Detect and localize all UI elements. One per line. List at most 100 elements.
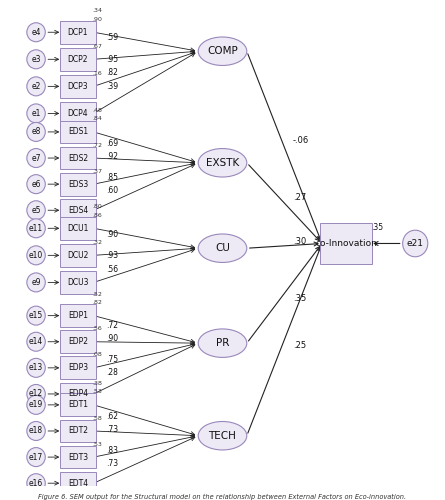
Ellipse shape: [27, 50, 45, 69]
Ellipse shape: [27, 422, 45, 440]
Text: EDS3: EDS3: [68, 180, 88, 188]
Text: e3: e3: [31, 55, 41, 64]
Ellipse shape: [27, 332, 45, 351]
Text: co-Innovation: co-Innovation: [315, 239, 377, 248]
Text: .56: .56: [93, 326, 102, 332]
Text: .90: .90: [106, 334, 118, 343]
Text: e13: e13: [29, 364, 43, 372]
Text: CU: CU: [215, 243, 230, 253]
Ellipse shape: [27, 396, 45, 414]
Text: .69: .69: [106, 139, 118, 148]
FancyBboxPatch shape: [60, 48, 96, 70]
Text: e16: e16: [29, 478, 43, 488]
FancyBboxPatch shape: [320, 224, 372, 264]
FancyBboxPatch shape: [60, 356, 96, 379]
Text: EXSTK: EXSTK: [206, 158, 239, 168]
Text: .35: .35: [293, 294, 306, 302]
Ellipse shape: [198, 422, 247, 450]
Text: EDS1: EDS1: [68, 128, 88, 136]
FancyBboxPatch shape: [60, 75, 96, 98]
Ellipse shape: [27, 77, 45, 96]
Text: DCP1: DCP1: [68, 28, 88, 36]
Text: .48: .48: [93, 108, 102, 113]
Text: -.06: -.06: [293, 136, 309, 144]
Text: COMP: COMP: [207, 46, 238, 56]
Text: .86: .86: [93, 213, 102, 218]
Ellipse shape: [27, 219, 45, 238]
Text: .95: .95: [106, 54, 118, 64]
Text: .16: .16: [93, 71, 102, 76]
Ellipse shape: [27, 474, 45, 492]
Text: EDT1: EDT1: [68, 400, 88, 409]
Text: EDP3: EDP3: [68, 364, 88, 372]
Ellipse shape: [27, 104, 45, 123]
Text: .62: .62: [106, 412, 118, 421]
Ellipse shape: [27, 22, 45, 42]
FancyBboxPatch shape: [60, 217, 96, 240]
Text: e5: e5: [31, 206, 41, 215]
Text: .60: .60: [106, 186, 118, 195]
Text: e10: e10: [29, 251, 43, 260]
Text: .80: .80: [93, 204, 102, 210]
Text: DCU3: DCU3: [67, 278, 89, 287]
Ellipse shape: [198, 234, 247, 262]
Text: .58: .58: [93, 416, 102, 420]
Text: .73: .73: [106, 425, 118, 434]
Text: EDT3: EDT3: [68, 452, 88, 462]
Ellipse shape: [27, 201, 45, 220]
Text: e21: e21: [407, 239, 424, 248]
Text: .53: .53: [93, 442, 102, 446]
Text: DCP3: DCP3: [68, 82, 88, 91]
Text: .82: .82: [106, 68, 118, 77]
FancyBboxPatch shape: [60, 199, 96, 222]
Text: e12: e12: [29, 390, 43, 398]
Text: .39: .39: [106, 82, 118, 90]
Text: DCP2: DCP2: [68, 55, 88, 64]
Text: .56: .56: [106, 264, 118, 274]
FancyBboxPatch shape: [60, 330, 96, 353]
Text: .93: .93: [106, 251, 118, 260]
Ellipse shape: [403, 230, 428, 257]
Text: EDS4: EDS4: [68, 206, 88, 215]
Text: .72: .72: [106, 321, 118, 330]
Text: .72: .72: [93, 142, 102, 148]
Text: .83: .83: [106, 446, 118, 454]
Text: EDP2: EDP2: [68, 337, 88, 346]
Text: e6: e6: [31, 180, 41, 188]
FancyBboxPatch shape: [60, 21, 96, 44]
Text: EDT4: EDT4: [68, 478, 88, 488]
Text: .27: .27: [293, 193, 306, 202]
FancyBboxPatch shape: [60, 394, 96, 416]
Text: .32: .32: [93, 240, 102, 245]
Text: .28: .28: [106, 368, 118, 377]
Text: EDT2: EDT2: [68, 426, 88, 436]
Ellipse shape: [198, 148, 247, 177]
Text: .52: .52: [93, 292, 102, 296]
FancyBboxPatch shape: [60, 244, 96, 266]
Text: .67: .67: [93, 44, 102, 49]
Ellipse shape: [27, 174, 45, 194]
Text: e4: e4: [31, 28, 41, 36]
Ellipse shape: [27, 448, 45, 466]
FancyBboxPatch shape: [60, 173, 96, 196]
Text: e17: e17: [29, 452, 43, 462]
Text: e7: e7: [31, 154, 41, 162]
Text: EDS2: EDS2: [68, 154, 88, 162]
Text: .08: .08: [93, 352, 102, 358]
FancyBboxPatch shape: [60, 472, 96, 494]
Text: .75: .75: [106, 355, 118, 364]
Text: DCP4: DCP4: [68, 109, 88, 118]
Text: e9: e9: [31, 278, 41, 287]
FancyBboxPatch shape: [60, 102, 96, 125]
Ellipse shape: [27, 358, 45, 378]
FancyBboxPatch shape: [60, 146, 96, 170]
Text: e14: e14: [29, 337, 43, 346]
Text: Figure 6. SEM output for the Structural model on the relationship between Extern: Figure 6. SEM output for the Structural …: [38, 494, 407, 500]
Text: PR: PR: [216, 338, 229, 348]
Ellipse shape: [27, 122, 45, 142]
Text: e1: e1: [31, 109, 41, 118]
Text: DCU2: DCU2: [67, 251, 89, 260]
Text: e2: e2: [31, 82, 41, 91]
Text: .82: .82: [93, 300, 102, 305]
FancyBboxPatch shape: [60, 304, 96, 327]
